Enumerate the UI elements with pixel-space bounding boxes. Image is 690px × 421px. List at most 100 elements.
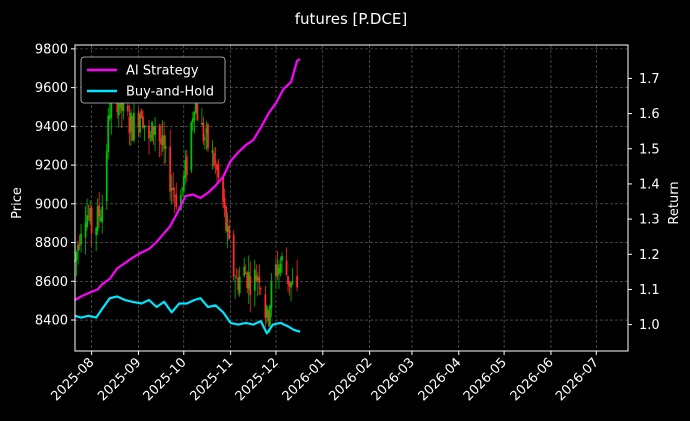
- candle-body: [181, 187, 184, 190]
- candle-body: [246, 272, 249, 288]
- right-tick-label: 1.5: [639, 142, 660, 157]
- x-tick-label: 2025-10: [141, 355, 190, 404]
- candle-body: [122, 101, 125, 112]
- candle-body: [128, 116, 131, 134]
- candle-body: [288, 281, 291, 287]
- candle-body: [160, 139, 163, 145]
- candle-body: [256, 277, 259, 280]
- candle-body: [243, 266, 246, 276]
- right-tick-label: 1.6: [639, 107, 660, 122]
- candle-body: [184, 160, 187, 178]
- candle-body: [154, 126, 156, 136]
- candle-body: [216, 163, 218, 171]
- left-axis-label: Price: [10, 187, 25, 219]
- candle-body: [105, 151, 108, 202]
- candle-body: [237, 278, 240, 290]
- candlestick-series: [74, 78, 299, 334]
- candle-body: [222, 176, 224, 202]
- candle-body: [78, 243, 81, 246]
- candle-body: [126, 105, 129, 112]
- right-tick-label: 1.1: [639, 283, 660, 298]
- chart-title: futures [P.DCE]: [295, 10, 408, 28]
- candle-body: [96, 206, 99, 231]
- x-tick-label: 2026-02: [326, 355, 375, 404]
- candle-body: [247, 272, 250, 289]
- x-tick-label: 2026-05: [461, 355, 510, 404]
- candle-body: [170, 187, 173, 191]
- candle-body: [98, 205, 101, 217]
- left-tick-label: 9000: [35, 197, 68, 212]
- candle-body: [217, 164, 220, 178]
- right-axis: 1.0 1.1 1.2 1.3 1.4 1.5 1.6 1.7: [628, 72, 660, 333]
- candle-body: [89, 208, 92, 221]
- right-tick-label: 1.3: [639, 213, 660, 228]
- x-tick-label: 2026-06: [508, 355, 557, 404]
- right-tick-label: 1.4: [639, 177, 660, 192]
- candle-body: [140, 111, 143, 119]
- legend-label: AI Strategy: [126, 64, 199, 79]
- candle-body: [259, 288, 262, 290]
- candle-body: [275, 264, 277, 277]
- candle-body: [95, 227, 98, 235]
- candle-body: [75, 252, 78, 261]
- candle-body: [201, 123, 203, 125]
- right-tick-label: 1.2: [639, 248, 660, 263]
- x-axis: 2025-082025-092025-102025-112025-122026-…: [48, 351, 602, 404]
- candle-body: [139, 114, 141, 133]
- right-tick-label: 1.0: [639, 318, 660, 333]
- left-tick-label: 8600: [35, 275, 68, 290]
- candle-body: [196, 104, 199, 121]
- candle-body: [265, 306, 268, 318]
- line-series: [74, 58, 301, 335]
- candle-body: [255, 275, 258, 282]
- candle-body: [278, 267, 280, 275]
- candle-body: [202, 122, 205, 141]
- candle-body: [164, 146, 167, 149]
- x-tick-label: 2026-03: [369, 355, 418, 404]
- candle-body: [234, 281, 237, 283]
- candle-body: [133, 112, 135, 141]
- candle-body: [117, 104, 120, 116]
- candle-body: [258, 276, 261, 283]
- left-axis: 8400 8600 8800 9000 9200 9400 9600 9800: [35, 42, 75, 329]
- candle-body: [194, 102, 197, 113]
- candle-body: [108, 115, 111, 119]
- candle-body: [267, 311, 270, 322]
- candle-body: [204, 138, 206, 140]
- legend-label: Buy-and-Hold: [126, 85, 214, 100]
- candle-body: [86, 215, 88, 228]
- right-axis-label: Return: [667, 181, 682, 224]
- candle-body: [172, 187, 175, 191]
- grid: [75, 45, 628, 351]
- candle-body: [99, 217, 102, 221]
- candle-body: [131, 116, 134, 141]
- candle-body: [107, 115, 110, 152]
- candle-body: [235, 277, 238, 279]
- left-tick-label: 9600: [35, 81, 68, 96]
- candle-body: [175, 194, 178, 207]
- x-tick-label: 2025-11: [187, 355, 236, 404]
- candle-body: [296, 275, 299, 288]
- candle-body: [276, 264, 279, 276]
- series-line-buy-and-hold: [74, 295, 301, 335]
- candle-body: [143, 125, 146, 128]
- x-tick-label: 2025-12: [233, 355, 282, 404]
- candle-body: [290, 282, 292, 288]
- x-tick-label: 2025-09: [95, 355, 144, 404]
- candle-body: [253, 269, 256, 291]
- candle-body: [226, 225, 229, 233]
- candle-body: [291, 281, 294, 284]
- x-tick-label: 2026-07: [553, 355, 602, 404]
- candle-body: [87, 216, 90, 218]
- candle-body: [279, 263, 282, 273]
- candle-body: [80, 233, 82, 244]
- x-tick-label: 2026-04: [416, 355, 465, 404]
- candle-body: [269, 305, 271, 326]
- left-tick-label: 8400: [35, 314, 68, 329]
- left-tick-label: 8800: [35, 236, 68, 251]
- candle-body: [158, 125, 161, 142]
- series-line-ai-strategy: [74, 58, 301, 301]
- candle-body: [149, 135, 152, 137]
- candle-body: [84, 222, 87, 238]
- candle-body: [207, 124, 209, 149]
